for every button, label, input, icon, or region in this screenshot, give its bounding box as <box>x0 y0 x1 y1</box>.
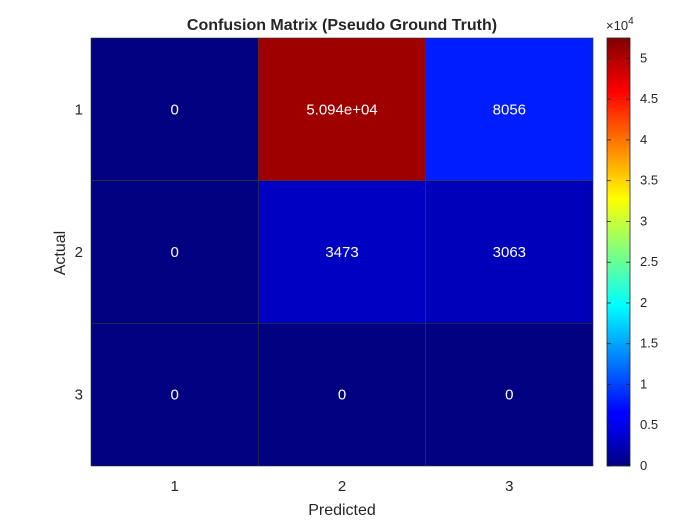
y-axis-ticks: 1 2 3 <box>75 101 83 403</box>
colorbar-tick-label-6: 3 <box>640 213 647 228</box>
heatmap-cell-r2-c3 <box>425 180 594 324</box>
colorbar-exponent: ×104 <box>606 16 634 33</box>
colorbar: 00.511.522.533.544.55 ×104 <box>606 16 658 473</box>
colorbar-tick-label-9: 4.5 <box>640 91 658 106</box>
heatmap-cell-r2-c2 <box>258 180 426 324</box>
heatmap-cell-r1-c1 <box>90 37 259 181</box>
colorbar-exponent-power: 4 <box>628 16 634 27</box>
chart-title: Confusion Matrix (Pseudo Ground Truth) <box>187 17 497 34</box>
colorbar-ticks: 0 0.5 1 1.5 2 2.5 3 3.5 4 4.5 5 <box>607 50 658 473</box>
colorbar-tick-label-0: 0 <box>640 458 647 473</box>
cell-label-r2-c1: 0 <box>170 244 178 261</box>
cell-label-r3-c3: 0 <box>505 387 513 404</box>
y-tick-label-2: 2 <box>75 244 83 261</box>
colorbar-tick-label-10: 5 <box>640 50 647 65</box>
heatmap-cell-r3-c3 <box>425 323 594 467</box>
y-tick-label-3: 3 <box>75 387 83 404</box>
heatmap-cell-r1-c2 <box>258 37 426 181</box>
x-tick-label-2: 2 <box>338 478 346 495</box>
colorbar-tick-label-2: 1 <box>640 376 647 391</box>
heatmap-cell-r3-c1 <box>90 323 259 467</box>
cell-label-r2-c2: 3473 <box>325 244 358 261</box>
heatmap-cells <box>90 37 594 467</box>
cell-label-r1-c3: 8056 <box>493 101 526 118</box>
cell-label-r3-c1: 0 <box>170 387 178 404</box>
heatmap-cell-r3-c2 <box>258 323 426 467</box>
heatmap-cell-labels: 0 5.094e+04 8056 0 3473 3063 0 0 0 <box>170 101 526 403</box>
cell-label-r2-c3: 3063 <box>493 244 526 261</box>
colorbar-tick-label-1: 0.5 <box>640 417 658 432</box>
y-tick-label-1: 1 <box>75 101 83 118</box>
y-axis-label: Actual <box>52 231 69 275</box>
cell-label-r3-c2: 0 <box>338 387 346 404</box>
cell-label-r1-c2: 5.094e+04 <box>306 101 377 118</box>
heatmap-cell-r1-c3 <box>425 37 594 181</box>
colorbar-tick-label-3: 1.5 <box>640 336 658 351</box>
colorbar-tick-label-7: 3.5 <box>640 173 658 188</box>
colorbar-exponent-base: ×10 <box>606 18 628 33</box>
x-tick-label-1: 1 <box>170 478 178 495</box>
colorbar-gradient <box>606 37 631 467</box>
colorbar-tick-label-8: 4 <box>640 132 647 147</box>
cell-label-r1-c1: 0 <box>170 101 178 118</box>
colorbar-tick-label-4: 2 <box>640 295 647 310</box>
heatmap-cell-r2-c1 <box>90 180 259 324</box>
x-axis-ticks: 1 2 3 <box>170 478 513 495</box>
x-axis-label: Predicted <box>308 502 376 519</box>
x-tick-label-3: 3 <box>505 478 513 495</box>
colorbar-tick-label-5: 2.5 <box>640 254 658 269</box>
